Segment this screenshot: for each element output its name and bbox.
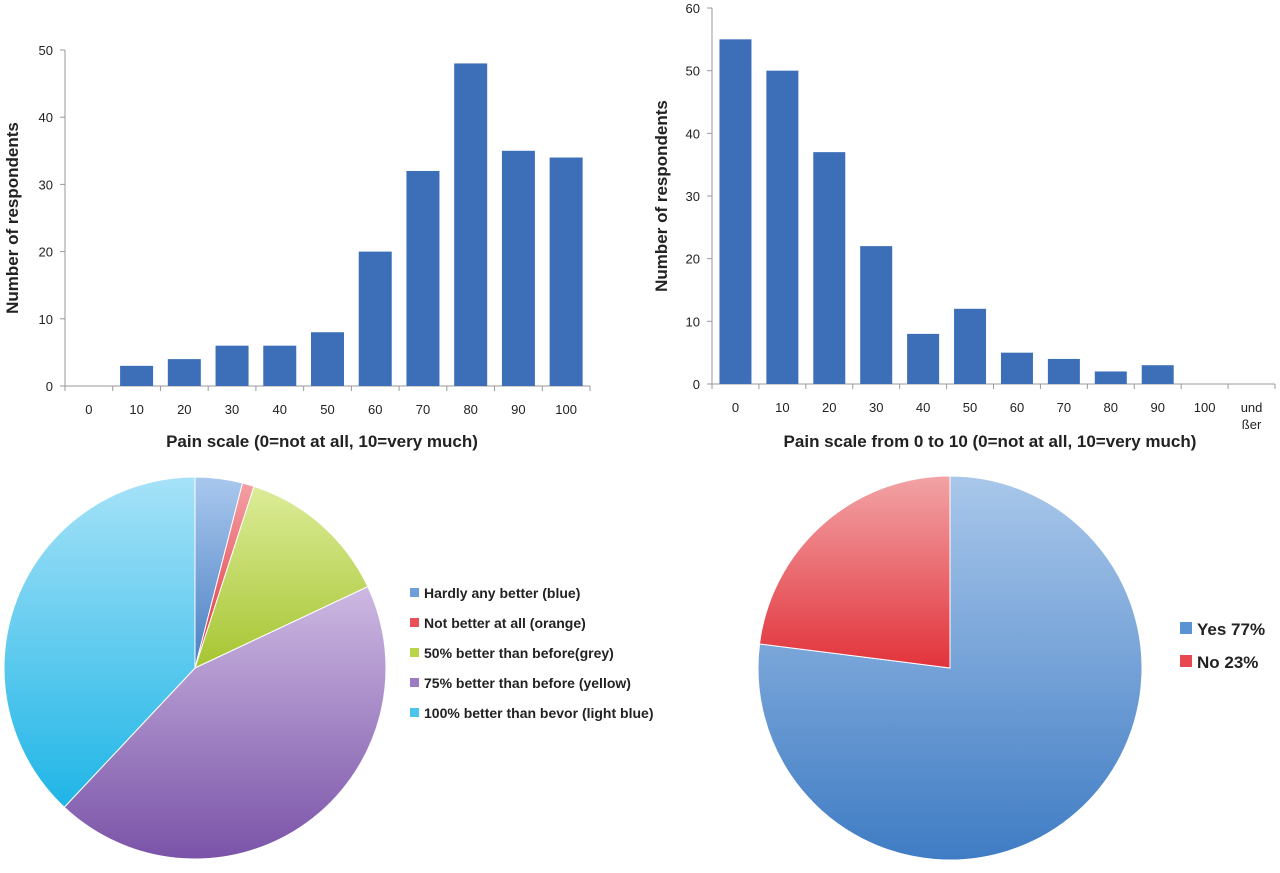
bar [907, 333, 940, 384]
y-tick-label: 40 [686, 126, 700, 141]
legend-label: 100% better than bevor (light blue) [424, 705, 653, 721]
bar [860, 246, 893, 384]
x-tick-label: 30 [225, 402, 239, 417]
bar [215, 345, 249, 386]
legend-label: Hardly any better (blue) [424, 585, 580, 601]
legend-swatch [410, 648, 419, 657]
bar [549, 157, 583, 386]
y-tick-label: 40 [39, 110, 53, 125]
y-axis-title: Number of respondents [3, 122, 22, 314]
bar [813, 152, 846, 384]
x-tick-label: 20 [177, 402, 191, 417]
x-tick-label: 80 [1104, 400, 1118, 415]
pie-chart-left: Hardly any better (blue) Not better at al… [3, 476, 653, 860]
bar [454, 63, 488, 386]
x-tick-label: 0 [732, 400, 739, 415]
x-tick-label: 100 [1194, 400, 1216, 415]
legend-swatch [410, 618, 419, 627]
bar [311, 332, 344, 386]
x-tick-label: 60 [368, 402, 382, 417]
legend-label: Not better at all (orange) [424, 615, 586, 631]
x-tick-label: 70 [416, 402, 430, 417]
x-tick-label: ßer [1242, 417, 1262, 432]
x-tick-label: 90 [1150, 400, 1164, 415]
y-tick-label: 10 [39, 312, 53, 327]
pie-slice [757, 475, 1143, 861]
legend-label: No 23% [1197, 653, 1258, 672]
y-tick-label: 10 [686, 314, 700, 329]
legend-swatch [410, 588, 419, 597]
bar [1047, 358, 1080, 384]
y-tick-label: 30 [686, 189, 700, 204]
y-axis-title: Number of respondents [652, 100, 671, 292]
bar-chart-left: 0 10 20 30 40 50 0 10 20 30 40 50 60 70 80 90 100 Pain sc… [3, 43, 591, 451]
y-tick-label: 20 [39, 245, 53, 260]
y-tick-label: 50 [686, 64, 700, 79]
pie-slice [3, 476, 196, 808]
bar [719, 39, 752, 384]
x-tick-label: 80 [463, 402, 477, 417]
pie-slice [758, 475, 951, 669]
bar [501, 150, 535, 386]
y-tick-label: 0 [46, 379, 53, 394]
x-tick-label: 70 [1057, 400, 1071, 415]
bar [954, 308, 987, 384]
bar-chart-right: 0 10 20 30 40 50 60 0 10 20 30 40 50 60 70 80 90 100 und ße… [652, 1, 1276, 451]
pie-chart-right: Yes 77% No 23% [757, 475, 1265, 861]
legend-swatch [410, 678, 419, 687]
pie-slice [194, 485, 369, 669]
x-tick-label: 10 [129, 402, 143, 417]
bar [120, 365, 154, 386]
x-tick-label: 30 [869, 400, 883, 415]
legend-label: 50% better than before(grey) [424, 645, 614, 661]
bar [263, 345, 297, 386]
bar [1094, 371, 1127, 384]
y-tick-label: 60 [686, 1, 700, 16]
x-tick-label: und [1241, 400, 1263, 415]
x-tick-label: 20 [822, 400, 836, 415]
x-axis-title: Pain scale (0=not at all, 10=very much) [166, 432, 478, 451]
x-tick-label: 60 [1010, 400, 1024, 415]
bar [1000, 352, 1033, 384]
x-tick-label: 0 [85, 402, 92, 417]
legend-swatch [1180, 655, 1192, 667]
legend-label: 75% better than before (yellow) [424, 675, 631, 691]
y-tick-label: 20 [686, 252, 700, 267]
legend-swatch [410, 708, 419, 717]
x-tick-label: 40 [916, 400, 930, 415]
x-tick-label: 100 [555, 402, 577, 417]
x-tick-label: 40 [273, 402, 287, 417]
pie-slice [63, 586, 387, 860]
bar [167, 359, 201, 386]
x-tick-label: 10 [775, 400, 789, 415]
x-tick-label: 50 [963, 400, 977, 415]
bar [766, 70, 799, 385]
x-tick-label: 50 [320, 402, 334, 417]
legend-swatch [1180, 622, 1192, 634]
bar [406, 170, 440, 386]
bar [358, 251, 392, 386]
x-axis-title: Pain scale from 0 to 10 (0=not at all, 1… [784, 432, 1197, 451]
x-tick-label: 90 [511, 402, 525, 417]
y-tick-label: 50 [39, 43, 53, 58]
bar [1141, 365, 1174, 384]
y-tick-label: 30 [39, 177, 53, 192]
y-tick-label: 0 [693, 377, 700, 392]
legend-label: Yes 77% [1197, 620, 1265, 639]
